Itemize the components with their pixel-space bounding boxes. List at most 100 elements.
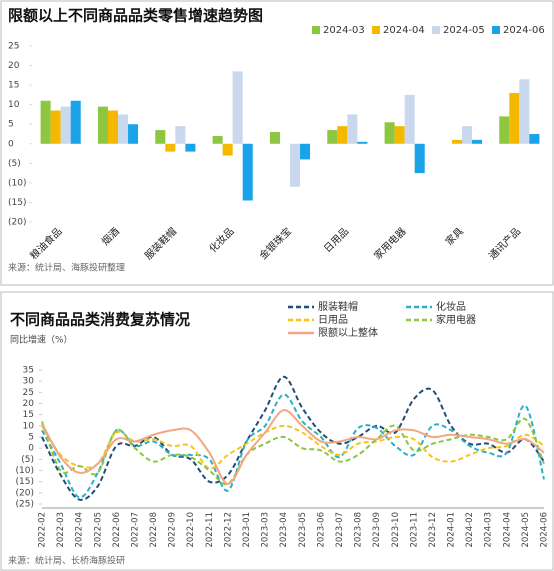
x-tick-label: 化妆品 xyxy=(206,225,236,255)
bar xyxy=(290,143,301,187)
bar xyxy=(519,79,530,144)
source: 来源：统计局、长桥海豚投研 xyxy=(8,555,125,567)
bar xyxy=(327,130,338,144)
bar xyxy=(165,143,176,152)
bar xyxy=(337,126,348,144)
y-tick-label: 10 xyxy=(23,421,35,431)
bar xyxy=(472,139,483,144)
x-tick-label: 2023-06 xyxy=(316,512,326,548)
bar xyxy=(50,110,61,144)
x-tick-label: 2023-08 xyxy=(354,512,364,548)
x-tick-label: 2023-10 xyxy=(391,512,401,548)
y-tick-label: (15) xyxy=(16,477,34,487)
chart-title: 限额以上不同商品品类零售增速趋势图 xyxy=(8,7,263,25)
legend-swatch xyxy=(492,26,500,34)
line-series xyxy=(41,424,545,470)
bar xyxy=(155,130,166,144)
y-tick-label: 15 xyxy=(8,81,19,91)
bar xyxy=(394,126,405,144)
x-tick-label: 家用电器 xyxy=(371,225,408,262)
y-tick-label: 20 xyxy=(8,61,20,71)
bar xyxy=(185,143,196,152)
bar xyxy=(60,106,71,144)
y-tick-label: 5 xyxy=(8,120,14,130)
legend-label: 2024-04 xyxy=(383,25,425,36)
bar xyxy=(242,143,253,201)
x-tick-label: 2024-04 xyxy=(502,512,512,548)
y-tick-label: (15) xyxy=(8,198,26,208)
y-tick-label: 0 xyxy=(8,139,14,149)
line-series xyxy=(41,409,545,485)
bar xyxy=(529,134,540,144)
line-series xyxy=(41,393,545,499)
bar xyxy=(300,143,311,160)
y-tick-label: 30 xyxy=(23,377,35,387)
bar xyxy=(175,126,186,144)
bar xyxy=(222,143,233,156)
y-tick-label: (10) xyxy=(8,178,26,188)
panel-border xyxy=(0,0,554,286)
y-tick-label: 5 xyxy=(28,433,34,443)
legend-swatch xyxy=(312,26,320,34)
y-axis-label: 同比增速（%） xyxy=(10,334,73,346)
bar xyxy=(40,100,51,144)
bar xyxy=(451,139,462,144)
bar xyxy=(404,94,415,144)
legend-swatch xyxy=(372,26,380,34)
x-tick-label: 粮油食品 xyxy=(27,225,64,262)
x-tick-label: 2024-05 xyxy=(521,512,531,548)
x-tick-label: 2024-01 xyxy=(447,512,457,548)
x-tick-label: 烟酒 xyxy=(99,225,122,248)
legend-label: 家用电器 xyxy=(436,313,476,326)
bar xyxy=(212,135,223,144)
bar xyxy=(414,143,425,174)
x-tick-label: 2024-06 xyxy=(540,512,550,548)
panel-border xyxy=(0,291,554,571)
x-tick-label: 2024-03 xyxy=(484,512,494,548)
bar xyxy=(269,132,280,144)
x-tick-label: 2023-04 xyxy=(279,512,289,548)
line-series xyxy=(41,417,545,486)
x-tick-label: 2022-04 xyxy=(75,512,85,548)
x-tick-label: 2023-01 xyxy=(242,512,252,548)
x-tick-label: 金银珠宝 xyxy=(256,225,293,262)
x-tick-label: 2022-10 xyxy=(186,512,196,548)
x-tick-label: 2023-12 xyxy=(428,512,438,548)
x-tick-label: 2022-12 xyxy=(223,512,233,548)
bar xyxy=(97,106,108,144)
x-tick-label: 2022-05 xyxy=(93,512,103,548)
legend-label: 限额以上整体 xyxy=(318,326,378,339)
x-tick-label: 2024-02 xyxy=(465,512,475,548)
x-tick-label: 日用品 xyxy=(322,225,352,255)
x-tick-label: 2023-11 xyxy=(409,512,419,548)
chart-title: 不同商品品类消费复苏情况 xyxy=(10,311,190,329)
x-tick-label: 2023-05 xyxy=(298,512,308,548)
bar xyxy=(128,124,139,144)
y-tick-label: 35 xyxy=(23,366,34,376)
y-tick-label: 25 xyxy=(8,42,19,52)
x-tick-label: 2022-11 xyxy=(205,512,215,548)
legend-label: 服装鞋帽 xyxy=(318,300,358,313)
legend-label: 2024-03 xyxy=(323,25,365,36)
x-tick-label: 家具 xyxy=(443,225,466,248)
bar xyxy=(509,92,520,144)
bar xyxy=(347,114,358,144)
y-tick-label: 0 xyxy=(28,444,34,454)
x-tick-label: 2022-09 xyxy=(168,512,178,548)
legend-label: 化妆品 xyxy=(436,300,466,313)
x-tick-label: 2023-03 xyxy=(261,512,271,548)
bar xyxy=(462,126,473,144)
bar xyxy=(357,141,368,144)
legend-label: 2024-06 xyxy=(503,25,545,36)
x-tick-label: 2023-09 xyxy=(372,512,382,548)
x-tick-label: 2022-08 xyxy=(149,512,159,548)
y-tick-label: 25 xyxy=(23,388,34,398)
x-tick-label: 2022-03 xyxy=(56,512,66,548)
x-tick-label: 服装鞋帽 xyxy=(142,225,179,262)
legend-label: 日用品 xyxy=(318,314,348,326)
x-tick-label: 2022-07 xyxy=(130,512,140,548)
source: 来源：统计局、海豚投研整理 xyxy=(8,262,125,274)
bar xyxy=(499,116,510,144)
x-tick-label: 2022-06 xyxy=(112,512,122,548)
